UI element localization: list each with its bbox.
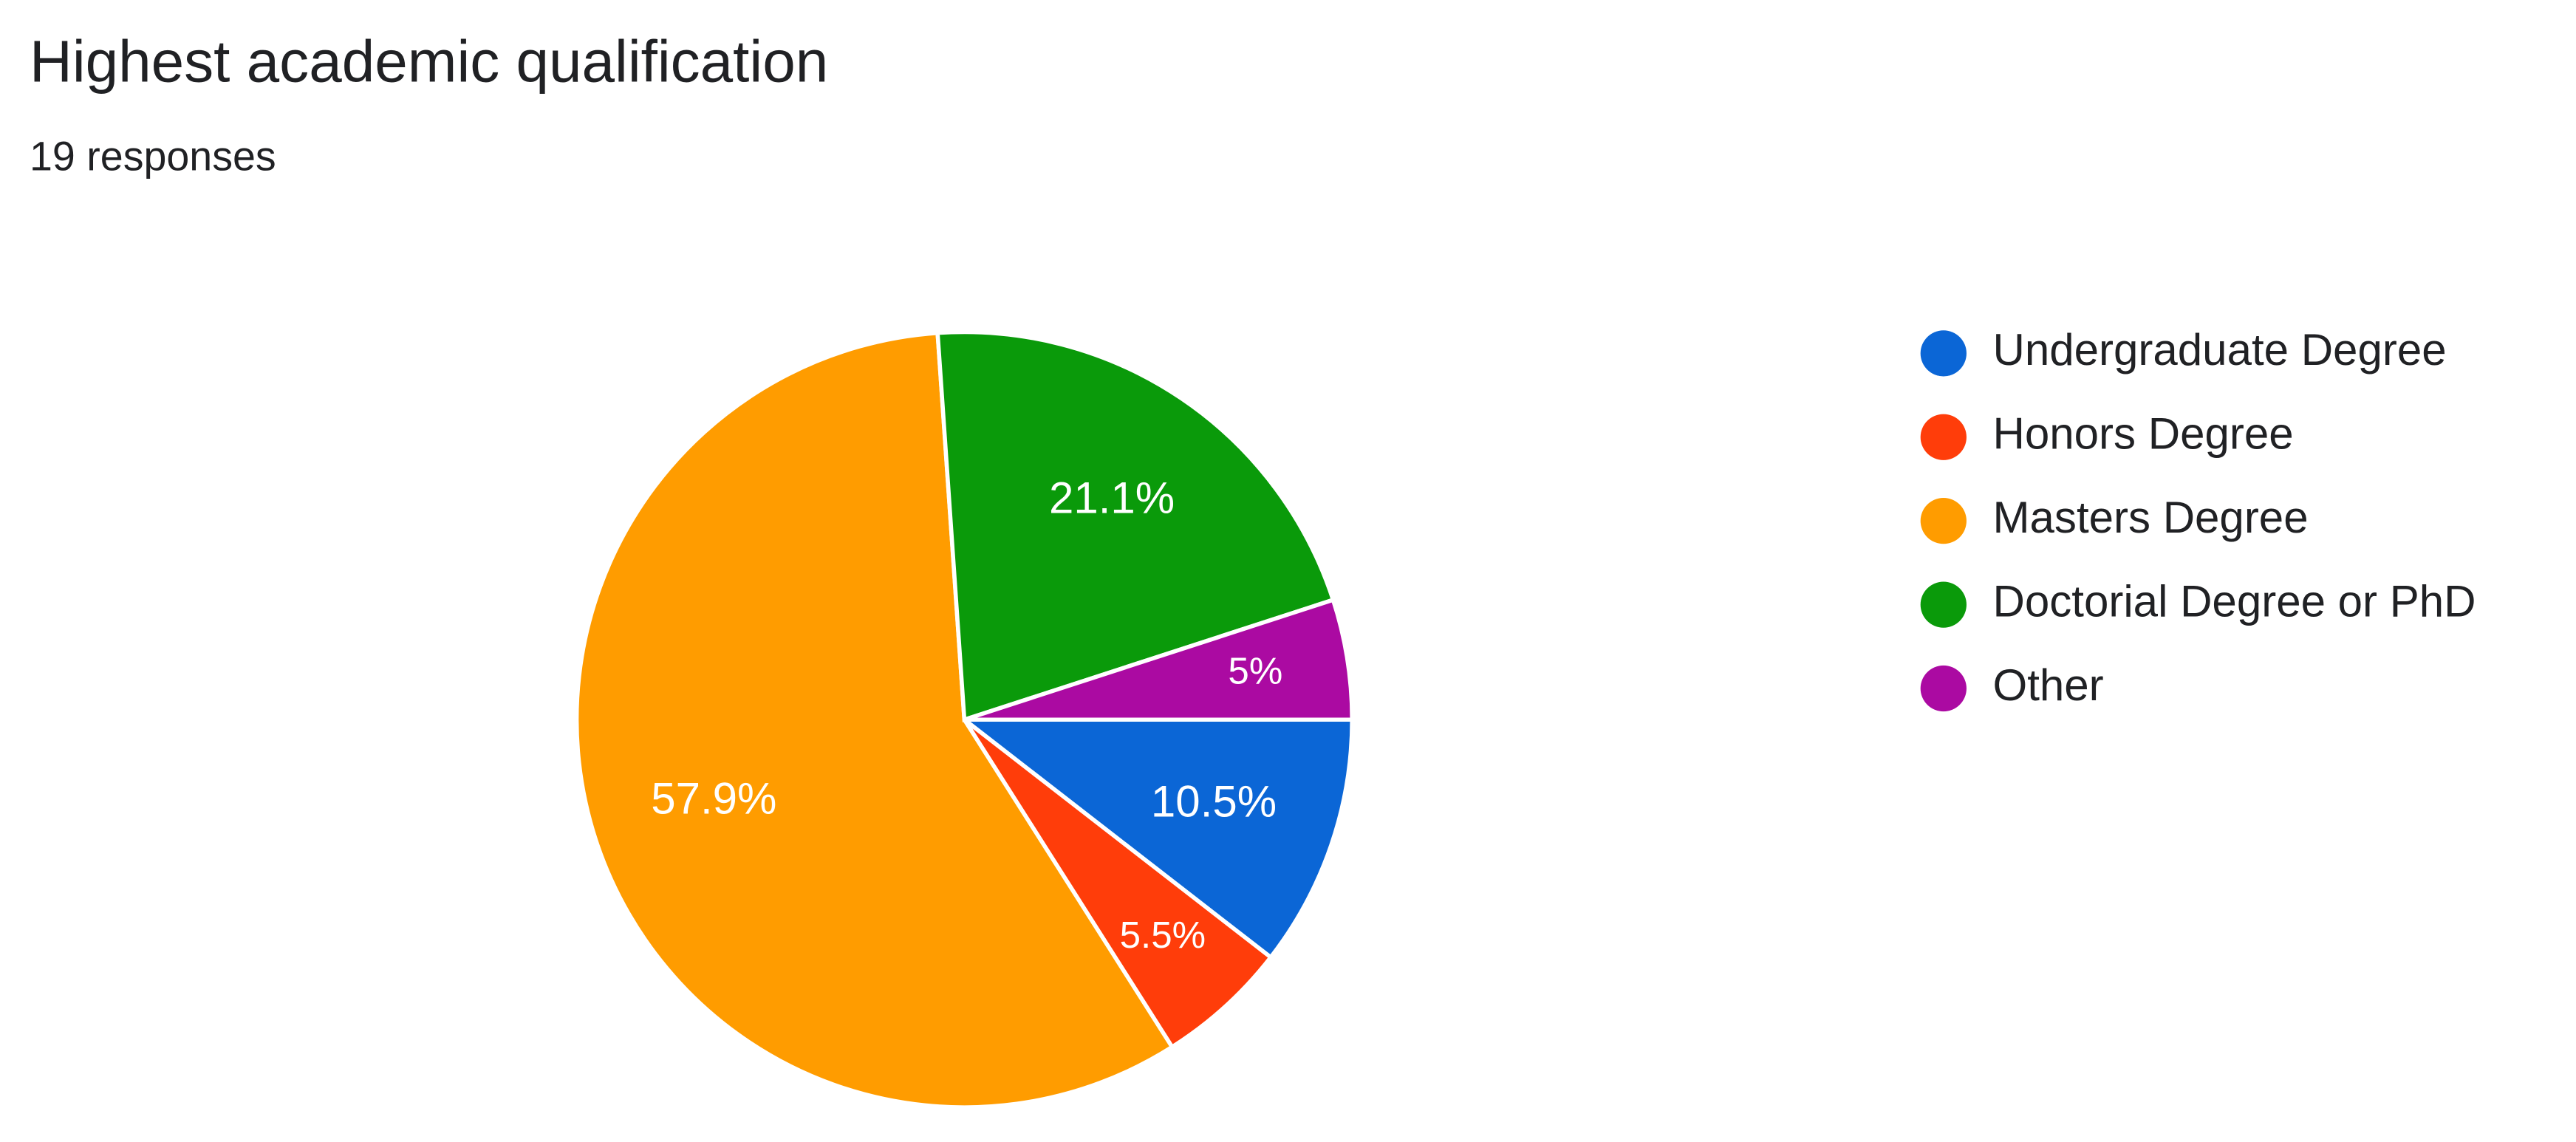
pie-slice	[958, 717, 1355, 960]
slice-label: 5%	[1228, 649, 1282, 691]
legend-swatch	[1920, 665, 1967, 712]
pie-slice	[963, 718, 1274, 1050]
pie-slice	[574, 330, 1175, 1109]
legend-swatch	[1920, 414, 1967, 460]
pie-slice	[935, 329, 1336, 723]
legend-label: Masters Degree	[1993, 493, 2309, 542]
legend-swatch	[1920, 330, 1967, 377]
chart-subtitle: 19 responses	[30, 134, 276, 179]
legend-label: Honors Degree	[1993, 409, 2294, 459]
legend-label: Undergraduate Degree	[1993, 325, 2447, 375]
slice-label: 10.5%	[1151, 777, 1277, 827]
legend-label: Doctorial Degree or PhD	[1993, 576, 2476, 626]
legend-swatch	[1920, 498, 1967, 544]
slice-label: 21.1%	[1049, 473, 1175, 522]
slice-label: 5.5%	[1120, 914, 1206, 956]
legend-label: Other	[1993, 660, 2104, 710]
slice-label: 57.9%	[651, 773, 776, 823]
pie-slice	[963, 597, 1355, 722]
legend-swatch	[1920, 581, 1967, 628]
chart-title: Highest academic qualification	[30, 28, 828, 94]
